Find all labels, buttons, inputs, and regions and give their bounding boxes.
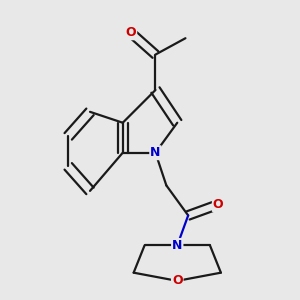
Text: O: O <box>213 198 224 211</box>
Text: N: N <box>172 239 182 252</box>
Text: O: O <box>172 274 183 287</box>
Text: O: O <box>126 26 136 39</box>
Text: N: N <box>150 146 161 159</box>
